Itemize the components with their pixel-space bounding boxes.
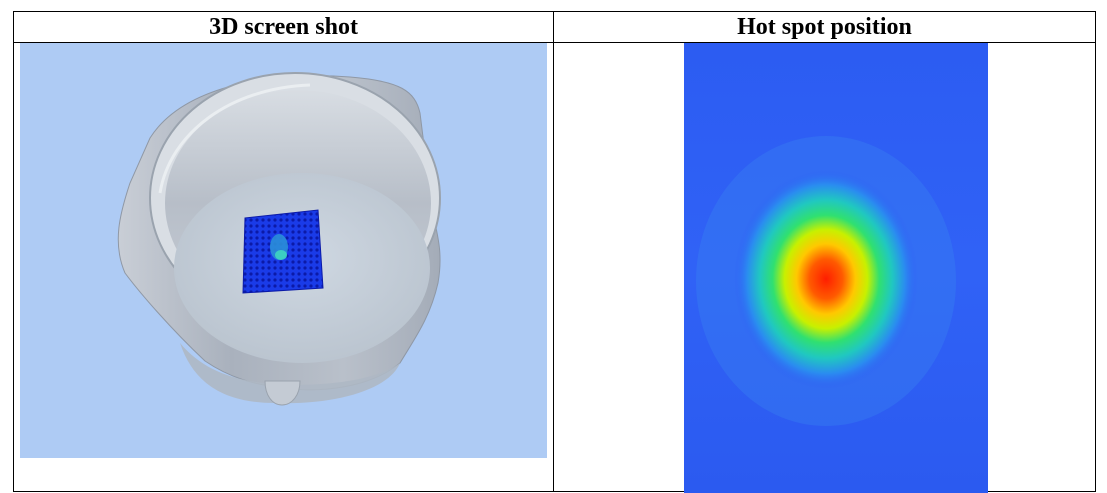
cell-3d-screen-shot — [13, 42, 554, 492]
image-row — [13, 42, 1096, 493]
figure-table: 3D screen shot Hot spot position — [13, 11, 1096, 493]
header-hot-spot-position: Hot spot position — [553, 11, 1096, 43]
header-row: 3D screen shot Hot spot position — [13, 11, 1096, 43]
cell-hot-spot-position — [553, 42, 1096, 493]
heatmap-image — [684, 43, 988, 493]
header-3d-screen-shot: 3D screen shot — [13, 11, 554, 43]
3d-bowl-render-image — [20, 43, 547, 458]
